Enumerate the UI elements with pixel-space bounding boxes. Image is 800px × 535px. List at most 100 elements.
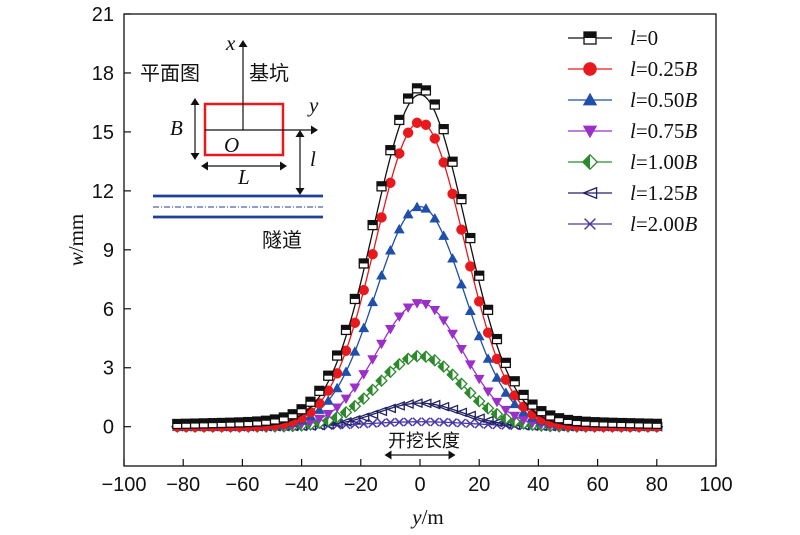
marker-shape bbox=[305, 406, 316, 418]
data-point bbox=[393, 223, 405, 234]
marker-shape bbox=[582, 125, 598, 139]
marker-shape bbox=[411, 117, 423, 128]
data-point bbox=[252, 416, 263, 427]
data-point bbox=[438, 230, 450, 240]
marker-shape bbox=[420, 119, 432, 130]
data-point bbox=[296, 404, 307, 415]
data-point bbox=[234, 417, 245, 428]
data-point bbox=[490, 407, 504, 421]
marker-shape bbox=[500, 405, 512, 416]
marker-fill bbox=[172, 419, 182, 424]
data-point bbox=[287, 409, 298, 420]
data-point bbox=[509, 411, 521, 422]
data-point bbox=[359, 419, 369, 429]
data-point bbox=[491, 372, 503, 382]
data-point bbox=[439, 417, 449, 427]
x-tick-label: 80 bbox=[646, 474, 668, 496]
data-point bbox=[367, 355, 379, 365]
marker-fill bbox=[572, 416, 582, 422]
inset-length-label: L bbox=[237, 165, 250, 189]
inset-pit-label: 基坑 bbox=[249, 61, 289, 85]
data-point bbox=[447, 156, 458, 167]
legend-item: l=0.75B bbox=[568, 119, 697, 143]
data-point bbox=[518, 389, 529, 401]
marker-fill bbox=[288, 409, 298, 415]
marker-shape bbox=[402, 208, 414, 219]
arrow-head bbox=[295, 188, 305, 195]
data-point bbox=[499, 412, 513, 425]
marker-shape bbox=[348, 414, 361, 425]
data-point bbox=[375, 374, 388, 388]
data-point bbox=[651, 418, 662, 430]
marker-stroke bbox=[359, 419, 369, 429]
marker-fill bbox=[500, 413, 506, 424]
marker-shape bbox=[349, 346, 361, 356]
x-tick-label: 20 bbox=[468, 474, 490, 496]
marker-fill bbox=[226, 418, 236, 423]
marker-stroke bbox=[584, 218, 596, 230]
marker-shape bbox=[518, 415, 529, 426]
marker-fill bbox=[581, 417, 591, 422]
data-point bbox=[598, 417, 609, 428]
marker-shape bbox=[393, 312, 405, 322]
marker-stroke bbox=[439, 417, 449, 427]
arrow-head bbox=[238, 40, 248, 47]
marker-fill bbox=[607, 418, 617, 423]
data-point bbox=[464, 305, 476, 315]
marker-shape bbox=[509, 411, 521, 422]
marker-shape bbox=[385, 177, 396, 188]
marker-shape bbox=[428, 399, 441, 410]
marker-shape bbox=[358, 322, 370, 333]
legend-label: l=2.00B bbox=[630, 212, 697, 236]
y-tick-label: 0 bbox=[103, 417, 114, 439]
y-tick-label: 6 bbox=[103, 299, 114, 321]
marker-shape bbox=[365, 409, 379, 420]
marker-shape bbox=[358, 370, 370, 380]
data-point bbox=[385, 245, 396, 255]
marker-shape bbox=[331, 403, 343, 413]
data-point bbox=[349, 383, 361, 393]
data-point bbox=[491, 333, 503, 345]
marker-fill bbox=[385, 366, 391, 378]
marker-stroke bbox=[465, 418, 475, 429]
marker-stroke bbox=[412, 417, 422, 427]
legend-marker bbox=[582, 92, 598, 106]
marker-shape bbox=[349, 383, 361, 393]
x-tick-label: −100 bbox=[101, 474, 146, 496]
marker-shape bbox=[473, 330, 485, 341]
marker-shape bbox=[438, 316, 450, 326]
marker-shape bbox=[429, 305, 441, 316]
data-point bbox=[392, 400, 405, 411]
series-line bbox=[177, 93, 663, 428]
data-point bbox=[473, 374, 485, 385]
x-axis-title: y/m bbox=[410, 505, 444, 529]
marker-shape bbox=[367, 355, 379, 365]
data-point bbox=[384, 365, 397, 379]
data-point bbox=[181, 418, 192, 429]
arrow-head bbox=[295, 130, 305, 137]
legend-label: l=1.00B bbox=[630, 150, 697, 174]
marker-shape bbox=[402, 303, 414, 313]
marker-fill bbox=[420, 351, 426, 363]
legend: l=0 l=0.25B l=0.50B l=0.75B l=1.00B l=1.25B l=… bbox=[568, 26, 697, 236]
data-point bbox=[339, 416, 352, 427]
data-point bbox=[385, 177, 396, 188]
data-point bbox=[358, 322, 370, 333]
marker-shape bbox=[393, 223, 405, 234]
legend-marker bbox=[581, 153, 599, 171]
series-l-0.50B bbox=[171, 201, 663, 431]
y-tick-label: 18 bbox=[92, 63, 114, 85]
marker-fill bbox=[322, 415, 329, 426]
data-point bbox=[456, 224, 467, 235]
marker-shape bbox=[357, 412, 370, 423]
data-point bbox=[571, 415, 583, 427]
marker-stroke bbox=[394, 417, 404, 427]
marker-fill bbox=[367, 384, 373, 396]
data-point bbox=[305, 406, 316, 418]
data-point bbox=[207, 418, 218, 429]
marker-fill bbox=[331, 411, 338, 423]
marker-fill bbox=[332, 351, 342, 356]
plot-frame bbox=[123, 13, 717, 467]
marker-fill bbox=[359, 258, 369, 264]
data-point bbox=[500, 405, 512, 416]
